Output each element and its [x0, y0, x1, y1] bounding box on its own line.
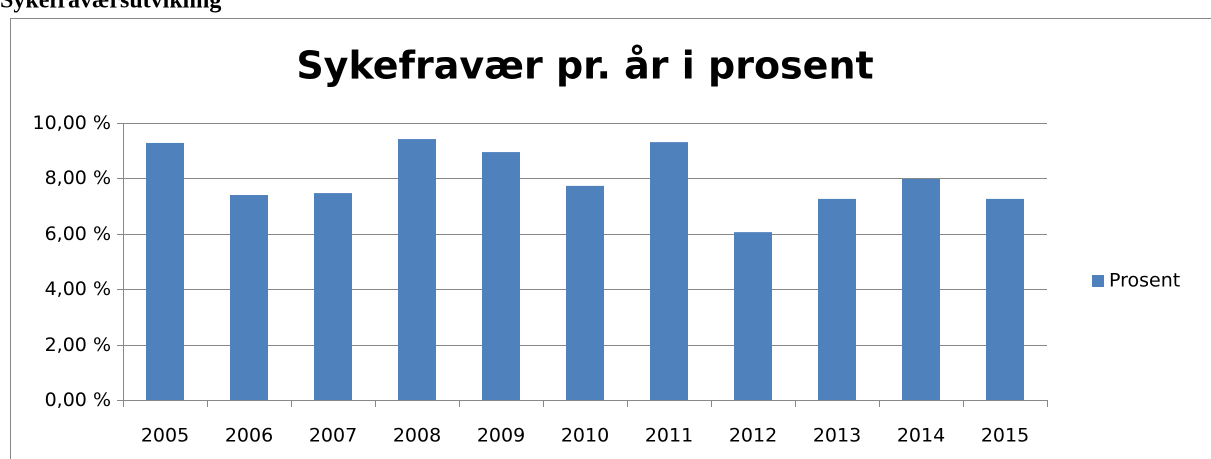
x-tick-label: 2011 — [645, 425, 693, 447]
bar — [398, 139, 436, 401]
x-tick-label: 2009 — [477, 425, 525, 447]
bar — [566, 185, 604, 400]
x-tick-label: 2007 — [309, 425, 357, 447]
bar — [902, 178, 940, 400]
y-tick-label: 10,00 % — [33, 112, 112, 134]
bar — [734, 232, 772, 400]
x-tick-label: 2008 — [393, 425, 441, 447]
bar — [818, 198, 856, 400]
x-tick-label: 2012 — [729, 425, 777, 447]
x-tick-label: 2005 — [141, 425, 189, 447]
y-tick-label: 6,00 % — [45, 223, 111, 245]
bar — [230, 195, 268, 400]
legend-label: Prosent — [1109, 270, 1180, 292]
bar — [314, 193, 352, 400]
x-tick-label: 2006 — [225, 425, 273, 447]
legend-swatch — [1092, 275, 1104, 287]
x-tick-label: 2015 — [981, 425, 1029, 447]
bar — [986, 198, 1024, 400]
bar — [482, 152, 520, 400]
x-tick-label: 2013 — [813, 425, 861, 447]
bar — [650, 142, 688, 400]
page-heading: Sykefraværsutvikling — [0, 0, 221, 14]
chart-title: Sykefravær pr. år i prosent — [296, 44, 873, 88]
x-tick-label: 2010 — [561, 425, 609, 447]
y-tick-label: 4,00 % — [45, 278, 111, 300]
y-tick-label: 8,00 % — [45, 167, 111, 189]
bar — [146, 142, 184, 400]
y-tick-label: 2,00 % — [45, 334, 111, 356]
y-tick-label: 0,00 % — [45, 389, 111, 411]
x-tick-label: 2014 — [897, 425, 945, 447]
